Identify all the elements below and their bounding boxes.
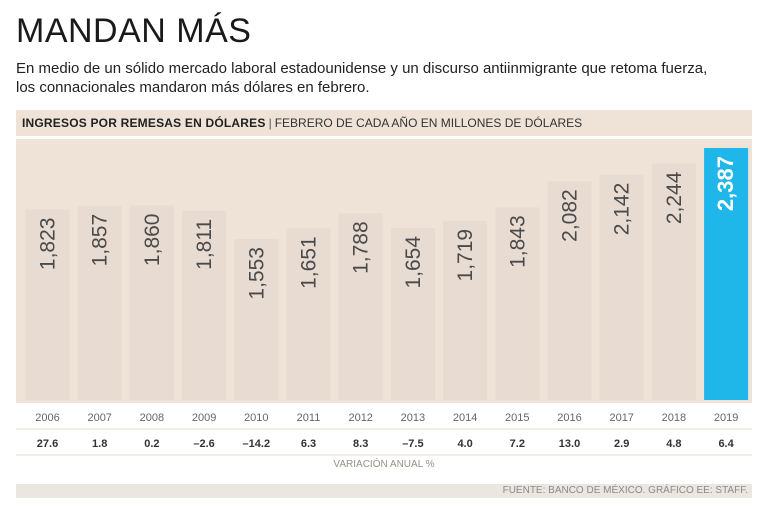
chart-heading-band: INGRESOS POR REMESAS EN DÓLARES | FEBRERO … xyxy=(16,110,752,136)
bar-value-label-2011: 1,651 xyxy=(298,236,321,289)
variation-value-2013: –7.5 xyxy=(402,438,423,450)
x-tick-label-2009: 2009 xyxy=(192,412,216,424)
x-tick-label-2014: 2014 xyxy=(453,412,477,424)
bar-2009 xyxy=(182,210,227,400)
variation-value-2015: 7.2 xyxy=(510,438,525,450)
x-tick-label-2008: 2008 xyxy=(140,412,164,424)
bar-value-label-2006: 1,823 xyxy=(37,218,60,271)
chart-heading-bold: INGRESOS POR REMESAS EN DÓLARES xyxy=(22,116,266,130)
variation-value-2009: –2.6 xyxy=(193,438,214,450)
bar-2016 xyxy=(547,181,592,400)
x-tick-label-2006: 2006 xyxy=(35,412,59,424)
bar-value-label-2013: 1,654 xyxy=(402,236,425,289)
x-tick-label-2011: 2011 xyxy=(297,412,321,424)
variation-value-2006: 27.6 xyxy=(37,438,58,450)
bar-value-label-2014: 1,719 xyxy=(454,229,477,282)
chart-heading: INGRESOS POR REMESAS EN DÓLARES | FEBRERO … xyxy=(22,116,582,130)
chart-subtitle: En medio de un sólido mercado laboral es… xyxy=(16,59,756,97)
variation-value-2008: 0.2 xyxy=(144,438,159,450)
bar-2008 xyxy=(129,205,174,400)
x-tick-label-2018: 2018 xyxy=(662,412,686,424)
bar-2015 xyxy=(495,207,540,400)
variation-value-2012: 8.3 xyxy=(353,438,368,450)
bar-2011 xyxy=(286,228,331,400)
bar-2007 xyxy=(77,205,122,400)
variation-value-2019: 6.4 xyxy=(718,438,734,450)
source-band: FUENTE: BANCO DE MÉXICO. GRÁFICO EE: STA… xyxy=(16,484,752,498)
bar-value-label-2016: 2,082 xyxy=(559,189,582,242)
bar-value-label-2015: 1,843 xyxy=(506,215,529,268)
bar-2006 xyxy=(25,209,70,400)
x-tick-label-2013: 2013 xyxy=(401,412,425,424)
x-tick-label-2017: 2017 xyxy=(609,412,633,424)
variation-value-2016: 13.0 xyxy=(559,438,580,450)
source-note: FUENTE: BANCO DE MÉXICO. GRÁFICO EE: STA… xyxy=(502,485,748,496)
bar-value-label-2017: 2,142 xyxy=(611,183,634,236)
bar-2010 xyxy=(234,239,279,400)
variation-value-2018: 4.8 xyxy=(666,438,681,450)
x-tick-label-2016: 2016 xyxy=(557,412,581,424)
x-tick-label-2012: 2012 xyxy=(348,412,372,424)
bar-value-label-2012: 1,788 xyxy=(350,221,373,274)
bar-value-label-2009: 1,811 xyxy=(193,219,216,270)
variation-value-2007: 1.8 xyxy=(92,438,107,450)
variation-value-2014: 4.0 xyxy=(457,438,472,450)
x-tick-label-2010: 2010 xyxy=(244,412,268,424)
bar-value-label-2019: 2,387 xyxy=(713,156,738,211)
chart-title: MANDAN MÁS xyxy=(16,12,252,50)
bar-2012 xyxy=(338,213,383,400)
bar-value-label-2007: 1,857 xyxy=(89,214,112,267)
bar-value-label-2010: 1,553 xyxy=(245,247,268,300)
variation-value-2010: –14.2 xyxy=(243,438,271,450)
bar-2017 xyxy=(599,174,644,400)
bar-2014 xyxy=(443,220,488,400)
bar-2019 xyxy=(704,148,749,400)
x-tick-label-2015: 2015 xyxy=(505,412,529,424)
bar-value-label-2008: 1,860 xyxy=(141,214,164,267)
variation-value-2011: 6.3 xyxy=(301,438,316,450)
bar-2018 xyxy=(651,163,696,400)
variation-axis-label: VARIACIÓN ANUAL % xyxy=(333,459,435,470)
x-tick-label-2019: 2019 xyxy=(714,412,738,424)
subtitle-line-2: los connacionales mandaron más dólares e… xyxy=(16,79,370,96)
chart-heading-normal: FEBRERO DE CADA AÑO EN MILLONES DE DÓLAR… xyxy=(274,116,583,130)
subtitle-line-1: En medio de un sólido mercado laboral es… xyxy=(16,60,708,77)
bar-value-label-2018: 2,244 xyxy=(663,171,686,224)
x-tick-label-2007: 2007 xyxy=(87,412,111,424)
bar-2013 xyxy=(390,227,435,400)
chart-heading-separator: | xyxy=(268,116,272,130)
variation-value-2017: 2.9 xyxy=(614,438,629,450)
